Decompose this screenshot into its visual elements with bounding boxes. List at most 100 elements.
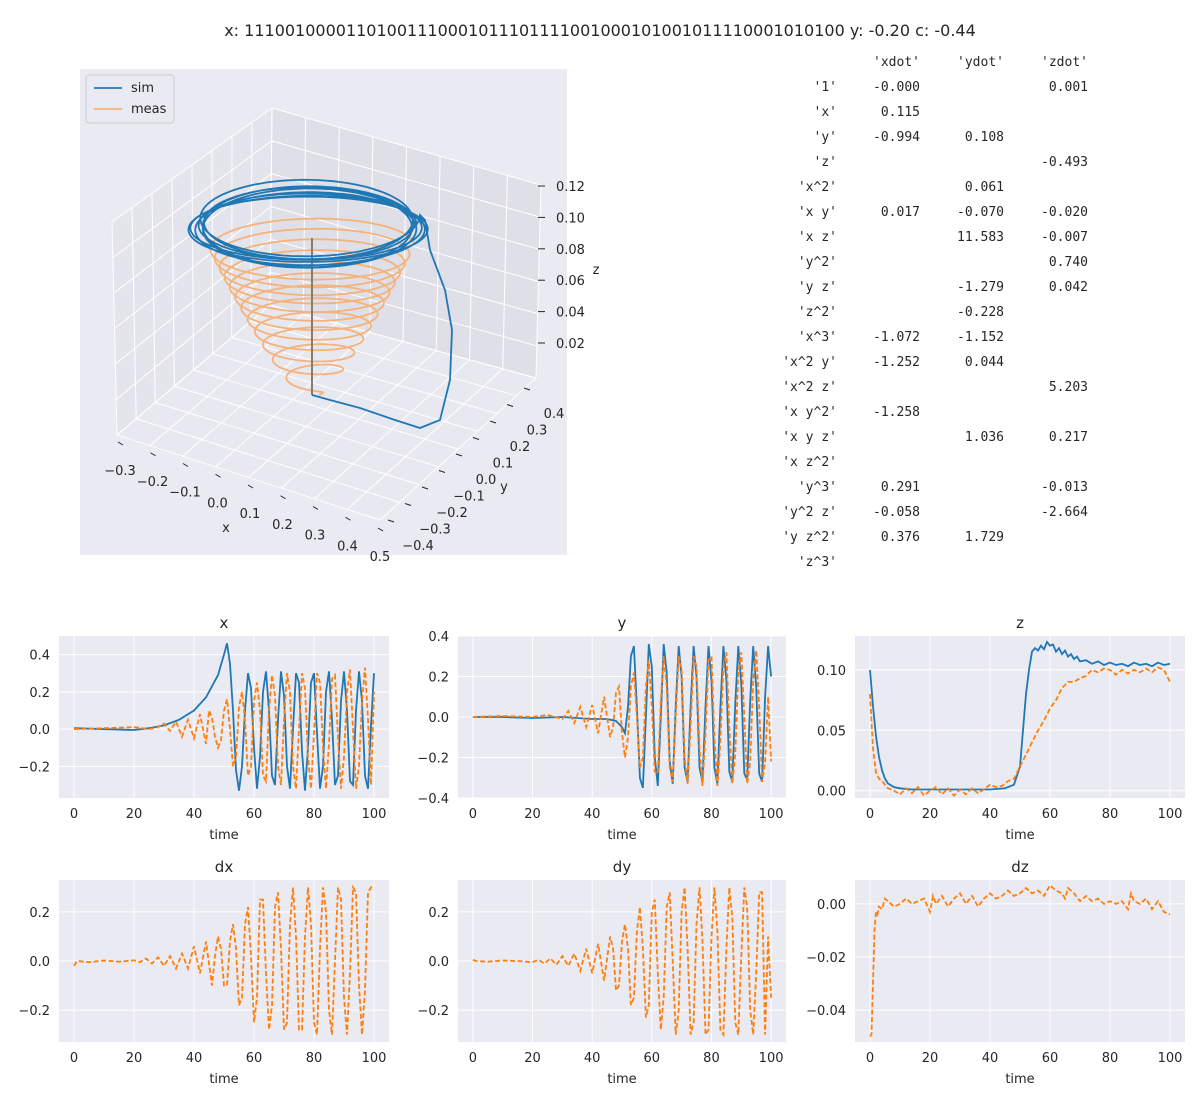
x-tick-label: 80 — [1102, 807, 1119, 822]
panel-title: dz — [1011, 858, 1029, 876]
table-cell: 0.001 — [1049, 80, 1088, 95]
series-line-z-meas — [869, 666, 1171, 797]
x-tick-label: 100 — [362, 807, 387, 822]
y-tick-label-3d: 0.4 — [544, 407, 565, 422]
plot3d-ticks: −0.3−0.2−0.10.00.10.20.30.40.5x−0.4−0.3−… — [104, 180, 599, 565]
table-cell: -1.258 — [873, 405, 920, 420]
panel-title: y — [618, 614, 627, 632]
y-tick-label: −0.04 — [806, 1004, 846, 1019]
x-tick-label: 100 — [1158, 1051, 1183, 1066]
y-tick-label-3d: 0.2 — [510, 440, 531, 455]
x-tick-label: 100 — [759, 807, 784, 822]
y-tick-label: 0.4 — [29, 649, 50, 664]
table-row-term: 'z' — [814, 155, 837, 170]
x-tick-label: 40 — [584, 1051, 601, 1066]
coefficient-table: 'xdot' 'ydot' 'zdot' '1' -0.000 0.001 'x' 0.115… — [782, 55, 1088, 570]
y-tick-label-3d: 0.0 — [476, 473, 497, 488]
table-row-term: 'x y z' — [782, 430, 837, 445]
table-cell: 0.291 — [881, 480, 920, 495]
table-cell: -0.013 — [1041, 480, 1088, 495]
table-row-term: 'x^2' — [798, 180, 837, 195]
x-tick-3d — [280, 495, 286, 500]
x-axis-label: time — [209, 828, 238, 843]
plot3d-grid — [111, 107, 542, 521]
y-tick-label: 0.2 — [29, 686, 50, 701]
panel-dy: 0 20 40 60 80 100 −0.2 0.0 0.2 dy time — [417, 858, 786, 1087]
time-series-panels: 0 20 40 60 80 100 −0.2 0.0 0.2 0.4 x time 0 20 40 60 80 1… — [18, 614, 1185, 1087]
x-tick-label-3d: 0.2 — [272, 518, 293, 533]
x-tick-label: 40 — [584, 807, 601, 822]
panel-title: x — [220, 614, 229, 632]
plot3d-curves — [187, 178, 453, 429]
y-tick-label: 0.0 — [428, 955, 449, 970]
x-tick-label-3d: 0.5 — [370, 550, 391, 565]
y-tick-label: 0.05 — [817, 724, 846, 739]
x-axis-label: time — [607, 828, 636, 843]
x-tick-label-3d: 0.1 — [240, 507, 261, 522]
sim-trajectory-3d — [187, 178, 453, 429]
x-tick-label: 20 — [922, 1051, 939, 1066]
phase-space-3d-plot: −0.3−0.2−0.10.00.10.20.30.40.5x−0.4−0.3−… — [80, 69, 600, 565]
x-tick-label-3d: 0.4 — [337, 539, 358, 554]
x-tick-label: 40 — [982, 807, 999, 822]
x-tick-label: 0 — [866, 1051, 874, 1066]
legend-label-sim: sim — [131, 81, 154, 96]
table-cell: 11.583 — [957, 230, 1004, 245]
x-tick-label: 40 — [186, 1051, 203, 1066]
table-cell: 1.036 — [965, 430, 1004, 445]
z-axis-label-3d: z — [593, 263, 600, 278]
panel-z: 0 20 40 60 80 100 0.00 0.05 0.10 z time — [817, 614, 1185, 843]
x-tick-label: 80 — [1102, 1051, 1119, 1066]
x-tick-label: 20 — [126, 807, 143, 822]
x-tick-label: 0 — [469, 1051, 477, 1066]
x-tick-3d — [312, 506, 319, 510]
table-row-term: 'y^2 z' — [782, 505, 837, 520]
y-tick-label: 0.10 — [817, 664, 846, 679]
x-tick-label-3d: −0.3 — [104, 464, 136, 479]
x-tick-label: 0 — [70, 1051, 78, 1066]
x-tick-label: 100 — [362, 1051, 387, 1066]
y-tick-label: 0.00 — [817, 898, 846, 913]
y-tick-label: −0.2 — [417, 1004, 449, 1019]
x-tick-label-3d: 0.0 — [207, 496, 228, 511]
z-tick-label-3d: 0.12 — [556, 180, 585, 195]
x-tick-label: 80 — [306, 1051, 323, 1066]
grid3d-y — [250, 320, 517, 397]
table-row-term: 'x^2 y' — [782, 355, 837, 370]
series-line-dy-meas — [472, 887, 772, 1038]
z-tick-label-3d: 0.02 — [556, 337, 585, 352]
x-tick-3d — [182, 463, 189, 467]
x-tick-label: 20 — [524, 1051, 541, 1066]
table-row-term: 'x' — [814, 105, 837, 120]
y-tick-3d — [489, 420, 497, 424]
x-tick-label: 60 — [1042, 1051, 1059, 1066]
table-cell: -0.070 — [957, 205, 1004, 220]
table-row-term: 'x z' — [798, 230, 837, 245]
x-tick-label-3d: −0.2 — [137, 475, 169, 490]
y-tick-label-3d: −0.2 — [436, 506, 468, 521]
y-tick-label: 0.0 — [29, 955, 50, 970]
series-line-dx-meas — [73, 884, 375, 1035]
table-cell: -0.994 — [873, 130, 920, 145]
table-cell: 0.376 — [881, 530, 920, 545]
meas-trajectory-3d — [209, 217, 415, 396]
panel-y: 0 20 40 60 80 100 −0.4 −0.2 0.0 0.2 0.4 y time — [417, 614, 786, 843]
grid3d-z-back — [269, 304, 537, 379]
table-row-term: 'x^3' — [798, 330, 837, 345]
table-row-term: 'y' — [814, 130, 837, 145]
grid3d-y — [174, 385, 439, 468]
x-tick-label: 80 — [703, 807, 720, 822]
y-tick-3d — [404, 503, 412, 506]
x-tick-3d — [247, 484, 254, 489]
x-tick-label: 60 — [644, 807, 661, 822]
table-cell: 0.217 — [1049, 430, 1088, 445]
table-cell: 0.740 — [1049, 255, 1088, 270]
x-tick-3d — [377, 527, 384, 532]
panel-dz-background — [855, 880, 1185, 1042]
table-row-term: 'y z' — [798, 280, 837, 295]
table-cell: 0.044 — [965, 355, 1004, 370]
figure-title: x: 1110010000110100111000101110111100100… — [224, 21, 976, 40]
table-row-term: 'z^3' — [798, 555, 837, 570]
panel-x: 0 20 40 60 80 100 −0.2 0.0 0.2 0.4 x time — [18, 614, 389, 843]
